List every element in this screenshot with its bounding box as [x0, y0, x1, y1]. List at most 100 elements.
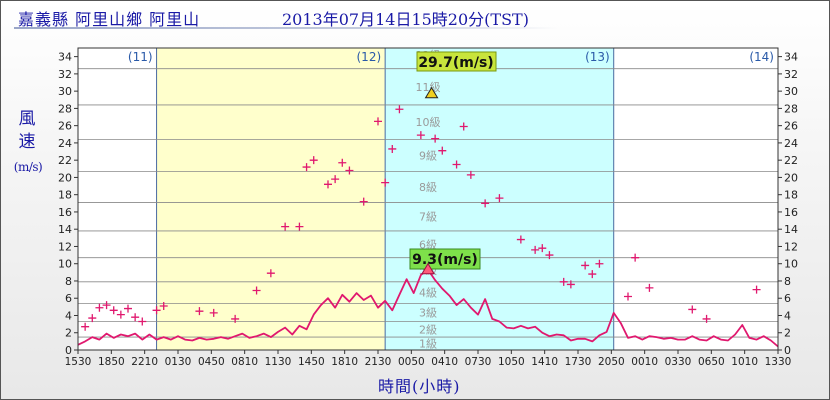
- beaufort-level-label: 10級: [416, 116, 441, 129]
- gust-marker: [309, 156, 318, 165]
- y-tick-label-left: 26: [58, 120, 72, 133]
- beaufort-level-label: 1級: [419, 338, 437, 351]
- y-tick-label-left: 20: [58, 171, 72, 184]
- y-tick-label-right: 32: [784, 68, 798, 81]
- gridlines: [78, 48, 778, 350]
- beaufort-level-label: 3級: [419, 306, 437, 319]
- y-tick-label-left: 12: [58, 240, 72, 253]
- y-tick-label-right: 0: [784, 344, 791, 357]
- x-tick-label: 1050: [498, 356, 525, 368]
- gust-marker: [209, 308, 218, 317]
- gust-marker: [566, 280, 575, 289]
- observation-time: 2013年07月14日15時20分(TST): [282, 10, 529, 29]
- x-tick-label: 1810: [331, 356, 358, 368]
- gust-marker: [152, 306, 161, 315]
- gust-marker: [252, 286, 261, 295]
- x-tick-label: 1450: [298, 356, 325, 368]
- day-region: [78, 48, 157, 350]
- y-axis-label-char: 速: [18, 132, 36, 152]
- y-tick-label-left: 18: [58, 189, 72, 202]
- gust-marker: [388, 144, 397, 153]
- gust-marker: [452, 160, 461, 169]
- y-tick-label-left: 32: [58, 68, 72, 81]
- gust-marker: [324, 180, 332, 189]
- y-axis-unit: (m/s): [13, 160, 43, 174]
- y-tick-label-right: 28: [784, 102, 798, 115]
- y-tick-label-right: 26: [784, 120, 798, 133]
- station-title: 嘉義縣 阿里山鄉 阿里山: [18, 10, 201, 29]
- day-label: (13): [585, 50, 610, 64]
- y-tick-label-left: 34: [58, 51, 72, 64]
- gust-marker: [345, 166, 354, 175]
- y-tick-label-left: 28: [58, 102, 72, 115]
- gust-marker: [159, 301, 168, 310]
- y-tick-label-right: 34: [784, 51, 798, 64]
- gust-marker: [395, 105, 404, 114]
- gust-marker: [381, 178, 390, 187]
- beaufort-level-label: 4級: [419, 287, 437, 300]
- x-tick-label: 0650: [698, 356, 725, 368]
- max-gust-triangle: [424, 86, 439, 99]
- gust-marker: [374, 117, 382, 126]
- gust-marker: [266, 269, 275, 278]
- x-tick-label: 1010: [731, 356, 758, 368]
- day-label: (14): [749, 50, 774, 64]
- day-region: [613, 48, 778, 350]
- gust-marker: [81, 322, 90, 331]
- gust-marker: [338, 158, 347, 167]
- y-tick-label-left: 24: [58, 137, 72, 150]
- y-tick-label-right: 14: [784, 223, 798, 236]
- x-tick-label: 0410: [431, 356, 458, 368]
- gust-marker: [438, 146, 447, 155]
- x-axis-label: 時間(小時): [378, 377, 461, 396]
- x-tick-label: 0330: [665, 356, 692, 368]
- gust-marker: [109, 306, 118, 315]
- gust-marker: [195, 307, 204, 316]
- gust-marker: [595, 259, 604, 268]
- max-sustained-callout-text: 9.3(m/s): [412, 252, 478, 268]
- annotations: 29.7(m/s) 9.3(m/s): [409, 51, 497, 275]
- gust-marker: [331, 175, 340, 184]
- y-tick-label-right: 12: [784, 240, 798, 253]
- max-sustained-triangle: [421, 262, 435, 275]
- gust-marker: [588, 270, 597, 279]
- y-axis-label: 風 速 (m/s): [14, 108, 43, 174]
- y-tick-label-left: 2: [65, 327, 72, 340]
- x-tick-label: 0010: [631, 356, 658, 368]
- gust-marker: [431, 134, 440, 143]
- y-tick-label-left: 22: [58, 154, 72, 167]
- gust-marker: [88, 314, 97, 323]
- y-tick-label-left: 4: [65, 309, 72, 322]
- gust-marker: [359, 197, 368, 206]
- beaufort-level-label: 9級: [419, 149, 437, 162]
- y-tick-label-left: 16: [58, 206, 72, 219]
- y-tick-label-right: 22: [784, 154, 798, 167]
- gust-marker: [624, 292, 632, 301]
- gust-marker: [95, 303, 104, 312]
- x-tick-label: 1410: [531, 356, 558, 368]
- y-tick-label-right: 24: [784, 137, 798, 150]
- x-tick-label: 0130: [165, 356, 192, 368]
- title-underline: [14, 27, 558, 29]
- x-tick-label: 1850: [98, 356, 125, 368]
- x-tick-label: 1130: [265, 356, 292, 368]
- gust-marker: [466, 170, 475, 179]
- gust-marker: [581, 261, 590, 270]
- x-tick-label: 0050: [398, 356, 425, 368]
- gust-marker: [631, 253, 640, 262]
- gust-marker: [559, 277, 568, 286]
- x-tick-label: 1530: [65, 356, 92, 368]
- day-label: (12): [357, 50, 382, 64]
- y-tick-label-right: 20: [784, 171, 798, 184]
- gust-marker: [688, 305, 697, 314]
- gust-marker: [281, 222, 290, 231]
- y-tick-label-right: 2: [784, 327, 791, 340]
- gust-marker: [116, 310, 125, 319]
- y-tick-label-left: 14: [58, 223, 72, 236]
- day-region: [156, 48, 386, 350]
- gust-marker: [124, 304, 132, 313]
- y-tick-label-left: 6: [65, 292, 72, 305]
- plot-border: [77, 47, 779, 351]
- x-tick-label: 2130: [365, 356, 392, 368]
- y-tick-label-right: 10: [784, 258, 798, 271]
